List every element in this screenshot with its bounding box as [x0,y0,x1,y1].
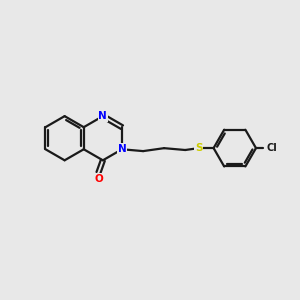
Text: N: N [118,144,126,154]
Text: O: O [94,174,103,184]
Text: N: N [98,111,107,121]
Text: Cl: Cl [267,143,277,153]
Text: S: S [195,143,202,153]
